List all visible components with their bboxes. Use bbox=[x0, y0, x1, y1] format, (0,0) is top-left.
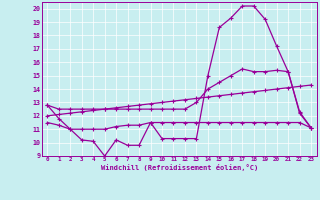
X-axis label: Windchill (Refroidissement éolien,°C): Windchill (Refroidissement éolien,°C) bbox=[100, 164, 258, 171]
